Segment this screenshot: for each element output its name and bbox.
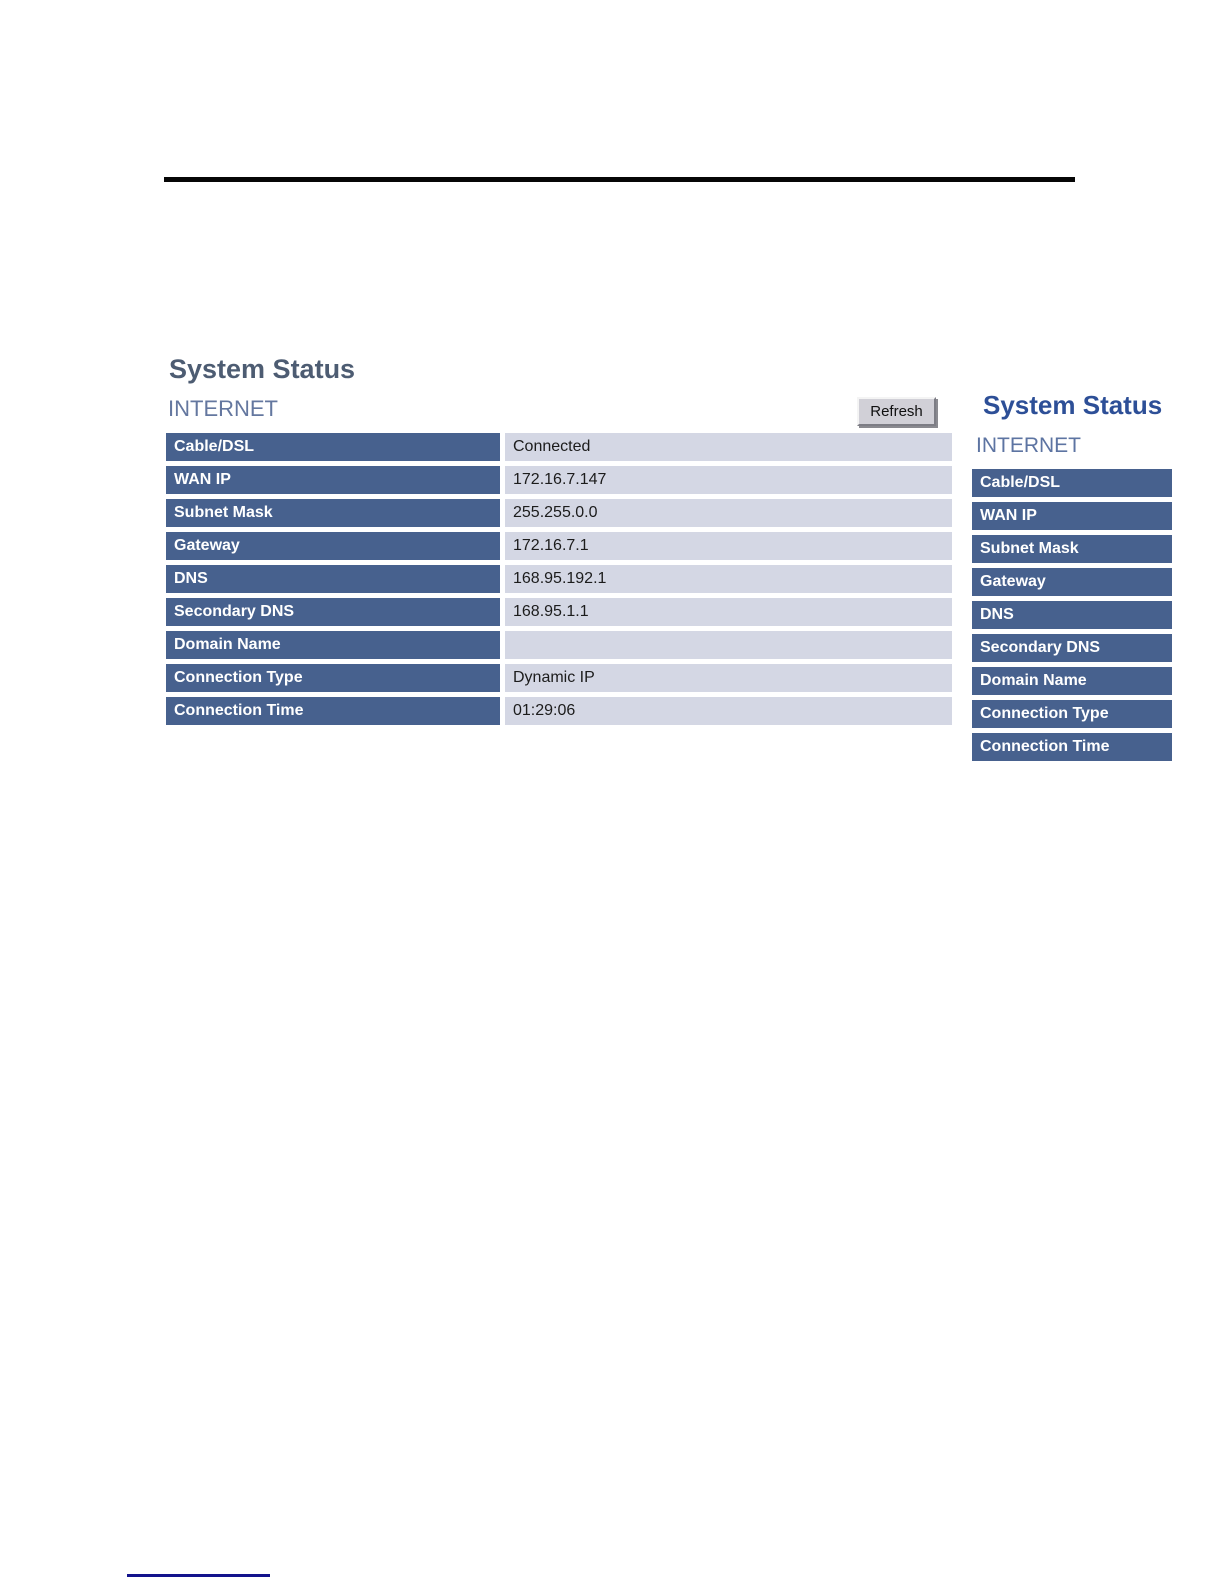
table-row: Connection Type Dynamic IP	[166, 664, 952, 692]
row-value: 172.16.7.1	[505, 532, 952, 560]
row-value: 01:29:06	[505, 697, 952, 725]
sidebar-row-label: Secondary DNS	[972, 634, 1172, 662]
table-row: Connection Time 01:29:06	[166, 697, 952, 725]
table-row: Gateway 172.16.7.1	[166, 532, 952, 560]
row-label: DNS	[166, 565, 500, 593]
row-label: Subnet Mask	[166, 499, 500, 527]
status-table: Cable/DSL Connected WAN IP 172.16.7.147 …	[166, 433, 952, 730]
sidebar-row-label: Subnet Mask	[972, 535, 1172, 563]
row-label: Connection Time	[166, 697, 500, 725]
internet-section-label: INTERNET	[168, 396, 278, 421]
table-row: WAN IP 172.16.7.147	[166, 466, 952, 494]
top-horizontal-rule	[164, 177, 1075, 182]
row-value: 255.255.0.0	[505, 499, 952, 527]
row-label: Cable/DSL	[166, 433, 500, 461]
sidebar-row-label: Connection Time	[972, 733, 1172, 761]
sidebar-status-list: Cable/DSL WAN IP Subnet Mask Gateway DNS…	[972, 469, 1172, 766]
row-label: Connection Type	[166, 664, 500, 692]
refresh-button[interactable]: Refresh	[857, 397, 936, 426]
row-value: 172.16.7.147	[505, 466, 952, 494]
row-value: 168.95.192.1	[505, 565, 952, 593]
table-row: DNS 168.95.192.1	[166, 565, 952, 593]
sidebar-row-label: Connection Type	[972, 700, 1172, 728]
table-row: Subnet Mask 255.255.0.0	[166, 499, 952, 527]
sidebar-row-label: Domain Name	[972, 667, 1172, 695]
sidebar-row-label: WAN IP	[972, 502, 1172, 530]
sidebar-row-label: Cable/DSL	[972, 469, 1172, 497]
page-title: System Status	[169, 354, 356, 384]
row-value: Dynamic IP	[505, 664, 952, 692]
table-row: Cable/DSL Connected	[166, 433, 952, 461]
row-value	[505, 631, 952, 659]
row-value: Connected	[505, 433, 952, 461]
row-value: 168.95.1.1	[505, 598, 952, 626]
sidebar-internet-section-label: INTERNET	[976, 434, 1081, 457]
row-label: WAN IP	[166, 466, 500, 494]
row-label: Domain Name	[166, 631, 500, 659]
row-label: Secondary DNS	[166, 598, 500, 626]
table-row: Domain Name	[166, 631, 952, 659]
footer-link-underline	[127, 1574, 270, 1577]
sidebar-row-label: DNS	[972, 601, 1172, 629]
sidebar-row-label: Gateway	[972, 568, 1172, 596]
table-row: Secondary DNS 168.95.1.1	[166, 598, 952, 626]
row-label: Gateway	[166, 532, 500, 560]
sidebar-page-title: System Status	[983, 390, 1163, 420]
